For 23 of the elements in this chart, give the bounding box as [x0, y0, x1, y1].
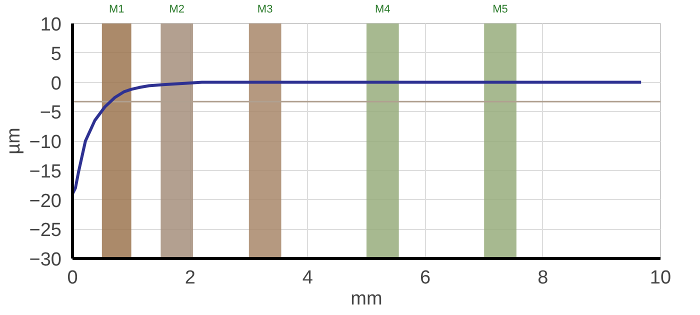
x-tick-label: 2 — [184, 268, 196, 288]
band-label: M1 — [108, 4, 124, 16]
y-axis-title: µm — [3, 128, 24, 154]
y-tick-label: −15 — [29, 161, 62, 182]
y-tick-label: −25 — [29, 220, 62, 242]
band-label: M5 — [492, 4, 508, 16]
y-tick-label: −30 — [29, 250, 62, 270]
x-tick-label: 6 — [420, 268, 431, 288]
y-tick-label: 0 — [50, 73, 62, 94]
x-tick-label: 4 — [302, 268, 314, 288]
y-tick-label: −10 — [29, 132, 62, 153]
y-tick-label: 10 — [40, 14, 62, 36]
y-tick-label: −20 — [29, 190, 62, 212]
band-label: M2 — [169, 4, 185, 16]
x-tick-label: 0 — [67, 268, 78, 288]
line-series — [72, 80, 643, 196]
band-label: M4 — [375, 4, 390, 16]
x-tick-label: 10 — [650, 268, 672, 288]
x-tick-label: 8 — [538, 268, 548, 288]
band-label: M3 — [257, 4, 273, 16]
x-axis-title: mm — [350, 288, 382, 310]
y-tick-label: −5 — [40, 102, 62, 124]
y-tick-label: 5 — [50, 44, 62, 65]
